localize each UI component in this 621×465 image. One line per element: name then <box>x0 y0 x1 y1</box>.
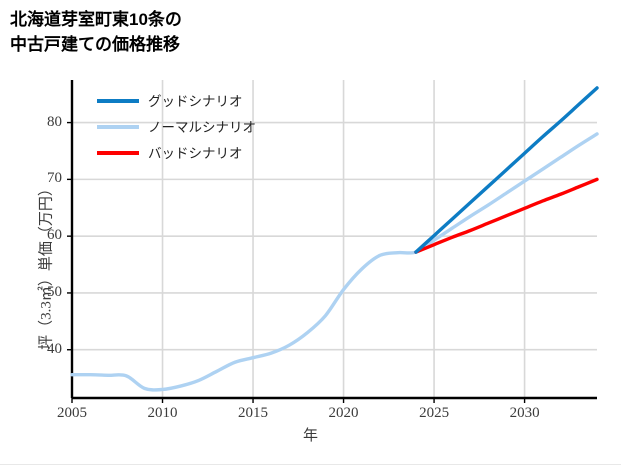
page-title: 北海道芽室町東10条の 中古戸建ての価格推移 <box>10 10 182 54</box>
x-tick-label: 2010 <box>147 405 178 421</box>
y-tick-label: 40 <box>47 340 62 357</box>
y-tick-label: 50 <box>47 283 62 300</box>
series-line-bad <box>414 177 599 254</box>
legend-label-good: グッドシナリオ <box>148 94 243 109</box>
x-tick-label: 2025 <box>419 405 450 421</box>
legend-swatch-normal <box>97 125 139 129</box>
x-tick-label: 2005 <box>57 405 87 421</box>
series-line-normal <box>70 132 599 392</box>
y-tick-label: 80 <box>47 113 62 130</box>
legend-label-normal: ノーマルシナリオ <box>148 120 256 135</box>
x-tick-label: 2030 <box>509 405 540 421</box>
x-tick-label: 2020 <box>328 405 359 421</box>
y-tick-label: 70 <box>47 170 62 187</box>
legend-swatch-bad <box>97 151 139 155</box>
x-axis-label: 年 <box>302 428 318 444</box>
legend-swatch-good <box>97 99 139 103</box>
y-tick-label: 60 <box>47 227 62 244</box>
x-tick-label: 2015 <box>238 405 269 421</box>
series-line-good <box>414 86 599 254</box>
legend-label-bad: バッドシナリオ <box>148 146 243 161</box>
y-axis-label: 坪（3.3㎡）単価（万円） <box>38 181 55 350</box>
